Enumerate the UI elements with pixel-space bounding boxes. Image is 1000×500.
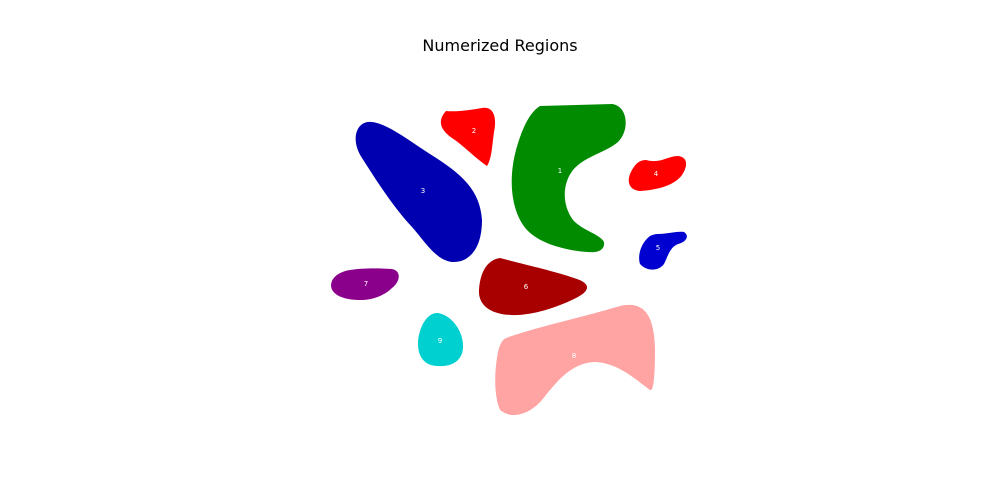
region-9-label: 9 <box>438 337 442 345</box>
region-9: 9 <box>418 312 464 367</box>
region-8-shape <box>495 304 655 415</box>
region-2: 2 <box>440 107 496 166</box>
region-8-label: 8 <box>572 352 576 360</box>
region-1-label: 1 <box>558 167 562 175</box>
region-4-shape <box>628 156 687 191</box>
region-3: 3 <box>355 121 482 263</box>
region-6-shape <box>478 258 588 316</box>
region-1: 1 <box>511 104 626 253</box>
region-5: 5 <box>639 231 687 270</box>
region-1-shape <box>511 104 626 253</box>
region-5-shape <box>639 231 687 270</box>
region-3-shape <box>355 121 482 263</box>
region-8: 8 <box>495 304 655 415</box>
region-9-shape <box>418 312 464 367</box>
region-7-label: 7 <box>364 280 368 288</box>
region-7: 7 <box>331 268 399 300</box>
region-3-label: 3 <box>421 187 425 195</box>
region-4: 4 <box>628 156 687 191</box>
region-4-label: 4 <box>654 170 659 178</box>
figure-title: Numerized Regions <box>422 36 578 55</box>
region-2-label: 2 <box>472 127 476 135</box>
region-7-shape <box>331 268 399 300</box>
region-2-shape <box>440 107 496 166</box>
region-6-label: 6 <box>524 283 529 291</box>
region-5-label: 5 <box>656 244 660 252</box>
region-6: 6 <box>478 258 588 316</box>
